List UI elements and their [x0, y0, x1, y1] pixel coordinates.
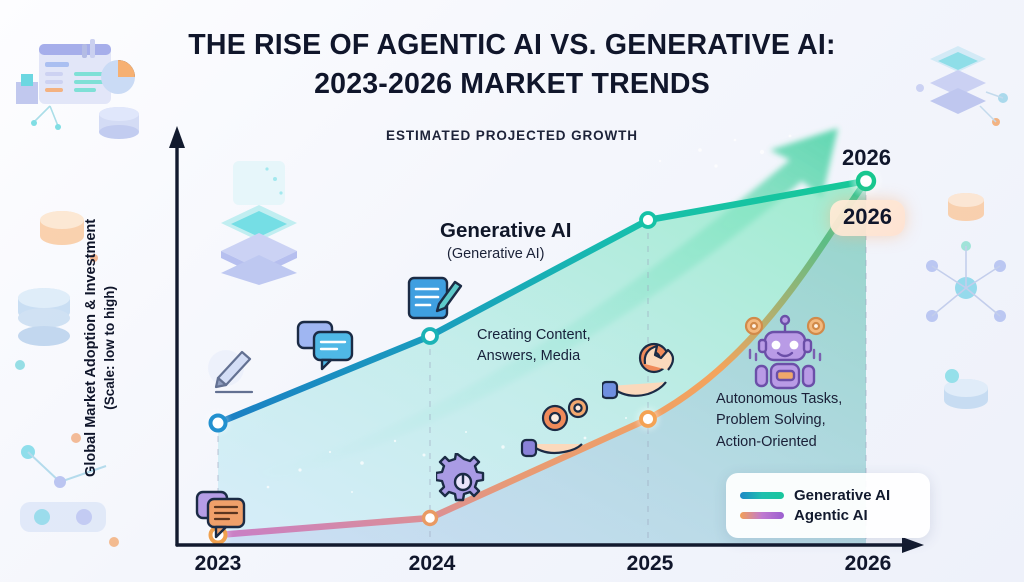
y-axis-label: Global Market Adoption & Investment (Sca…	[82, 188, 118, 508]
chart-legend: Generative AI Agentic AI	[726, 473, 930, 538]
generative-data-points	[207, 163, 884, 434]
generative-desc-line-2: Answers, Media	[477, 348, 581, 365]
x-tick-2026: 2026	[844, 552, 892, 575]
page-title: THE RISE OF AGENTIC AI VS. GENERATIVE AI…	[0, 26, 1024, 104]
agentic-desc-line-2: Problem Solving,	[716, 412, 826, 429]
endpoint-label-agentic-badge: 2026	[830, 200, 905, 236]
x-axis-arrowhead	[902, 537, 924, 553]
legend-label-agentic-ai: Agentic AI	[794, 507, 868, 524]
generative-ai-subheading: (Generative AI)	[447, 246, 545, 262]
legend-swatch-agentic-ai	[740, 512, 784, 519]
chart-axes	[175, 140, 910, 547]
legend-item-agentic-ai[interactable]: Agentic AI	[740, 507, 916, 524]
agentic-desc-line-3: Action-Oriented	[716, 433, 817, 450]
legend-item-generative-ai[interactable]: Generative AI	[740, 487, 916, 504]
y-axis-arrowhead	[169, 126, 185, 148]
title-line-1: THE RISE OF AGENTIC AI VS. GENERATIVE AI…	[188, 29, 836, 61]
title-line-2: 2023-2026 MARKET TRENDS	[314, 67, 710, 100]
legend-label-generative-ai: Generative AI	[794, 487, 891, 504]
x-tick-2024: 2024	[408, 552, 456, 575]
y-axis-label-main: Global Market Adoption & Investment	[83, 218, 100, 477]
generative-ai-heading: Generative AI	[440, 219, 572, 242]
generative-area-fill	[218, 180, 866, 545]
legend-swatch-generative-ai	[740, 492, 784, 499]
agentic-desc-line-1: Autonomous Tasks,	[716, 391, 843, 407]
x-tick-2023: 2023	[194, 552, 242, 575]
generative-ai-line	[214, 177, 870, 427]
x-tick-2025: 2025	[626, 552, 674, 575]
agentic-ai-description: Autonomous Tasks, Problem Solving, Actio…	[716, 389, 842, 453]
x-axis-tick-labels: 2023 2024 2025 2026	[0, 552, 1024, 582]
y-axis-label-scale: (Scale: low to high)	[101, 286, 117, 410]
page-subtitle: ESTIMATED PROJECTED GROWTH	[386, 128, 638, 143]
generative-ai-description: Creating Content, Answers, Media	[477, 325, 591, 367]
endpoint-label-generative: 2026	[842, 145, 891, 170]
generative-desc-line-1: Creating Content,	[477, 327, 591, 343]
